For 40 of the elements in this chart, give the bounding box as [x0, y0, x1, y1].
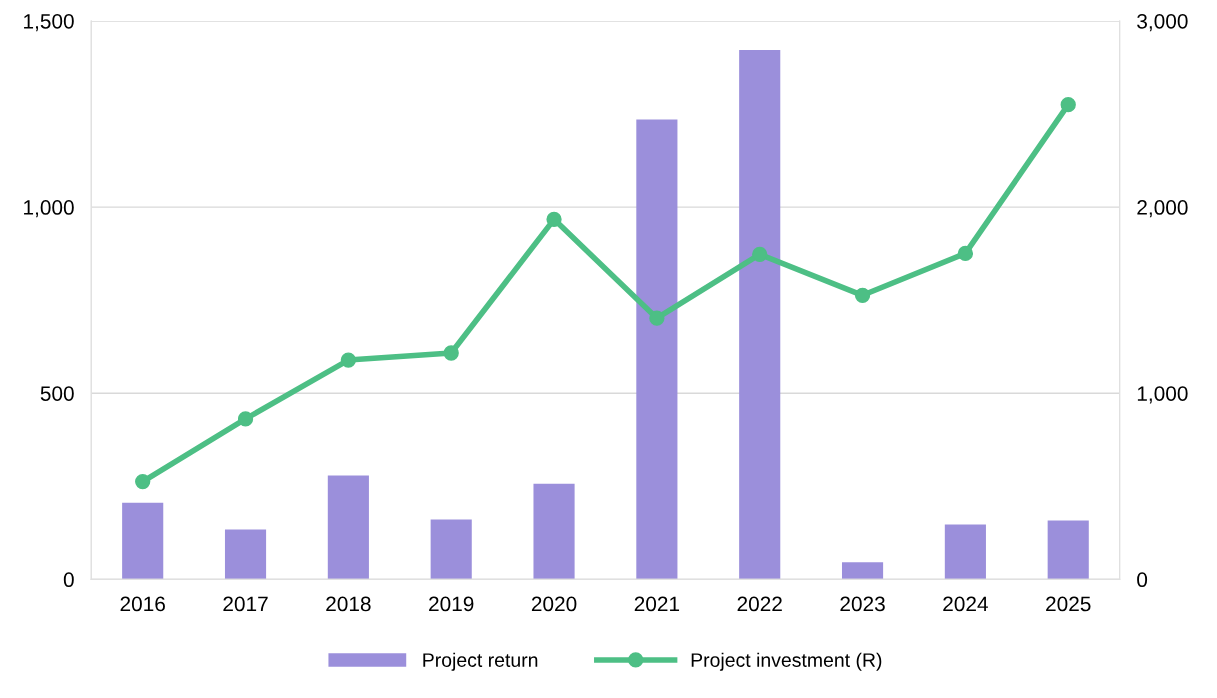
legend-label: Project investment (R)	[691, 652, 882, 671]
x-tick-label: 2024	[943, 596, 988, 612]
x-tick-label: 2020	[531, 596, 577, 612]
point	[649, 310, 665, 326]
bar	[636, 119, 678, 580]
bar	[122, 502, 164, 580]
point	[957, 245, 974, 262]
bar	[841, 562, 884, 580]
bar	[739, 49, 781, 580]
point	[237, 411, 254, 427]
point	[443, 345, 459, 361]
legend-label: Project return	[423, 652, 538, 671]
bar	[533, 483, 575, 580]
point	[340, 352, 357, 368]
x-tick-label: 2019	[429, 596, 474, 612]
x-tick-label: 2023	[840, 596, 885, 612]
y-tick-label: 1,500	[24, 13, 74, 32]
x-tick-label: 2018	[326, 596, 371, 612]
point	[135, 473, 151, 490]
y-tick-label: 0	[63, 572, 74, 588]
x-tick-label: 2021	[634, 596, 680, 612]
y2-tick-label: 2,000	[1137, 200, 1188, 218]
point	[752, 246, 768, 262]
point	[546, 211, 562, 227]
x-tick-label: 2025	[1046, 596, 1091, 612]
y-tick-label: 1,000	[24, 200, 74, 218]
bar	[944, 524, 986, 580]
x-tick-label: 2022	[737, 596, 782, 612]
point	[1060, 97, 1076, 113]
y2-tick-label: 1,000	[1137, 386, 1188, 404]
y2-tick-label: 3,000	[1137, 13, 1188, 32]
point	[854, 287, 871, 303]
y2-tick-label: 0	[1137, 572, 1148, 588]
bar	[327, 475, 369, 580]
x-tick-label: 2016	[120, 596, 165, 612]
bar	[224, 529, 267, 580]
y-tick-label: 500	[40, 386, 74, 401]
x-tick-label: 2017	[223, 596, 268, 612]
bar	[430, 519, 472, 580]
bar	[1047, 520, 1089, 580]
